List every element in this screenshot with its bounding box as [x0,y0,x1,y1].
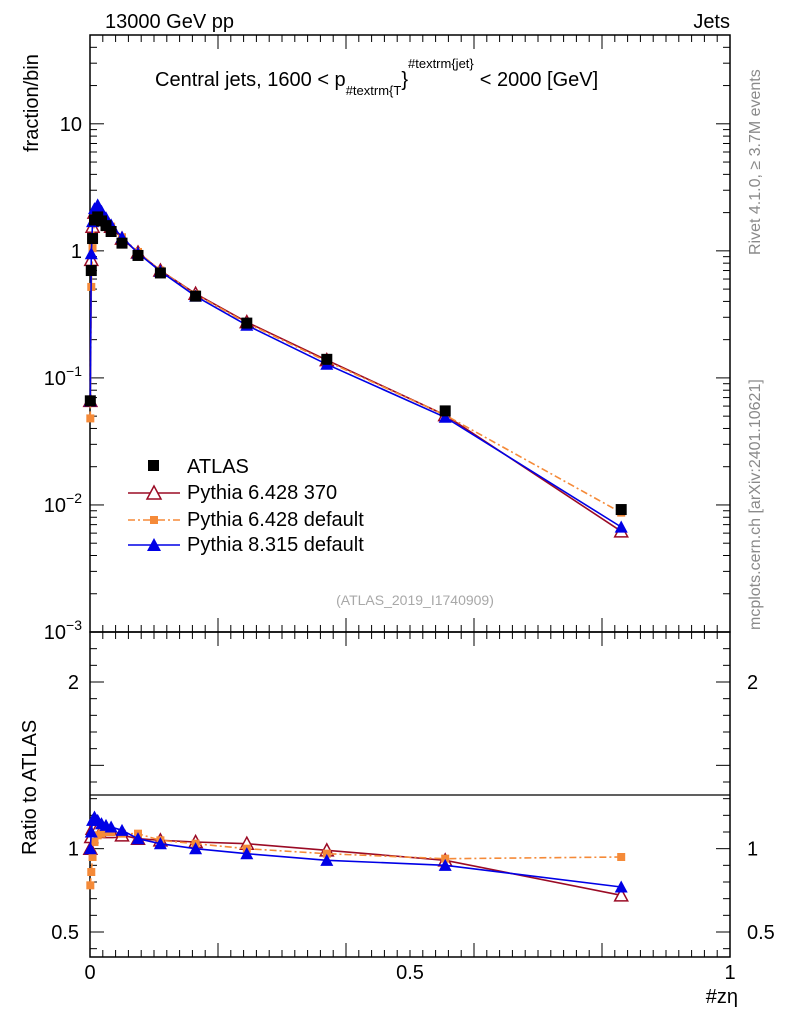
series-pythia6-default [86,210,626,517]
data-point [88,244,97,253]
ratio-y-tick-label: 1 [68,839,79,861]
ratio-y-tick-label-right: 1 [747,839,758,861]
data-point [615,504,627,516]
legend-marker-pythia6-default [150,516,158,524]
title-prefix: Central jets, 1600 < p [155,69,346,91]
x-tick-label: 0 [84,962,95,984]
series-pythia8 [83,810,628,893]
title-brace: } [401,69,408,91]
legend-entry-pythia6-370: Pythia 6.428 370 [128,482,337,504]
data-point [87,868,96,876]
title-suffix: < 2000 [GeV] [480,69,598,91]
legend-label-pythia6-370: Pythia 6.428 370 [187,482,337,504]
series-line-pythia6-default [89,212,622,514]
rivet-side-label: Rivet 4.1.0, ≥ 3.7M events [747,69,764,255]
data-point [105,226,117,238]
data-point [240,847,254,860]
ratio-y-tick-label: 0.5 [51,922,79,944]
ratio-axis-ticks: 0.5 0.51 12 20 0.5 1 [51,632,775,984]
legend-entry-atlas: ATLAS [148,456,249,478]
legend-entry-pythia6-default: Pythia 6.428 default [128,509,364,531]
main-ylabel: fraction/bin [21,54,43,152]
ratio-y-tick-label-right: 2 [747,672,758,694]
data-point [153,837,167,850]
x-axis-label: #zη [706,986,738,1008]
ratio-y-tick-label-right: 0.5 [747,922,775,944]
ratio-ylabel: Ratio to ATLAS [19,720,41,855]
data-point [439,405,451,417]
data-point [83,842,97,855]
title-subscript: #textrm{T [346,83,402,98]
y-tick-label: 10−1 [44,363,82,390]
legend-label-atlas: ATLAS [187,456,249,478]
data-point [132,249,144,261]
main-title: Central jets, 1600 < p#textrm{T}#textrm{… [155,56,598,98]
data-point [438,858,452,871]
x-tick-label: 0.5 [396,962,424,984]
data-point [441,854,450,863]
analysis-watermark: (ATLAS_2019_I1740909) [336,592,494,608]
data-point [322,849,331,858]
category-label: Jets [693,11,730,33]
data-point [438,410,452,423]
ratio-panel: 0.5 0.51 12 20 0.5 1 Ratio to ATLAS #zη [19,631,775,1008]
mcplots-side-label: mcplots.cern.ch [arXiv:2401.10621] [747,379,764,630]
data-point [84,395,96,407]
data-point [115,823,129,836]
legend-label-pythia6-default: Pythia 6.428 default [187,509,364,531]
data-point [86,881,95,890]
data-point [87,233,99,245]
data-point [116,237,128,249]
data-point [86,414,95,423]
ratio-series-group [82,810,629,902]
main-frame [89,34,731,633]
data-point [84,247,98,260]
legend-marker-pythia6-370 [145,484,163,500]
y-tick-label: 10−3 [44,617,82,644]
legend-label-pythia8: Pythia 8.315 default [187,534,364,556]
ratio-y-tick-label: 2 [68,672,79,694]
legend: ATLAS Pythia 6.428 370 Pythia 6.428 defa… [128,456,364,556]
title-superscript: #textrm{jet} [408,56,474,71]
y-tick-label: 10−2 [44,490,82,517]
data-point [97,829,106,838]
data-point [100,220,112,232]
data-point [614,520,628,533]
series-atlas [84,211,627,516]
data-point [88,853,97,861]
data-point [104,820,118,833]
legend-entry-pythia8: Pythia 8.315 default [128,534,364,556]
data-point [613,887,629,902]
x-tick-label: 1 [724,962,735,984]
data-point [241,317,253,329]
series-pythia6-370 [82,201,629,538]
data-point [154,267,166,279]
data-point [190,290,202,302]
energy-label: 13000 GeV pp [105,11,234,33]
data-point [189,842,203,855]
legend-marker-atlas [148,460,159,471]
series-pythia6-370 [82,818,629,902]
series-line-pythia6-370 [89,208,622,532]
legend-marker-pythia8 [147,538,161,551]
main-axis-ticks: 10 1 10−1 10−2 10−3 [44,34,731,644]
data-point [90,838,99,846]
data-point [84,825,98,838]
data-point [320,853,334,866]
data-point [321,353,333,365]
data-point [85,265,97,277]
data-point [131,832,145,845]
main-series-group [82,198,629,538]
y-tick-label: 10 [60,114,82,136]
y-tick-label: 1 [71,241,82,263]
